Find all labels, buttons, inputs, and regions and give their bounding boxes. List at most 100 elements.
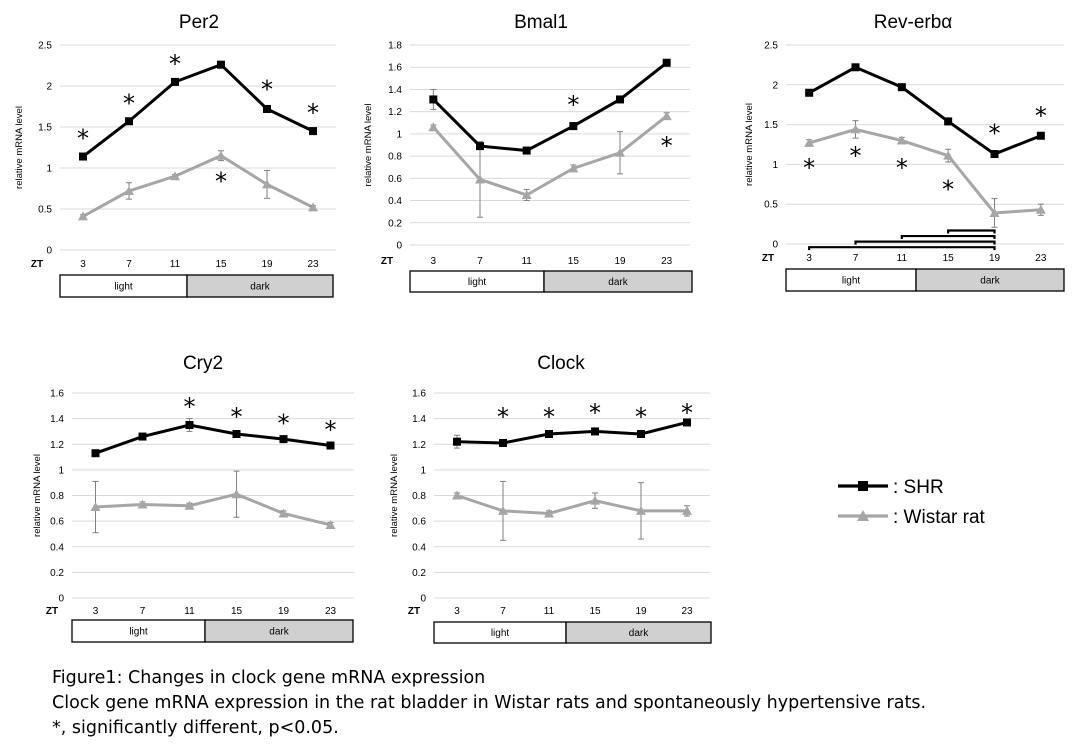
y-tick-label: 1 <box>420 465 426 476</box>
light-phase-label: light <box>842 276 861 287</box>
data-point-shr <box>662 58 671 67</box>
y-tick-label: 0.5 <box>38 205 52 216</box>
y-tick-label: 0 <box>46 246 52 257</box>
x-tick-label: 23 <box>661 256 673 267</box>
data-point-shr <box>79 152 87 161</box>
legend-marker-shr <box>858 481 868 491</box>
data-point-wistar <box>521 190 532 199</box>
light-phase-label: light <box>114 282 133 293</box>
data-point-shr <box>453 437 461 446</box>
x-tick-label: 3 <box>431 256 437 267</box>
y-tick-label: 0.6 <box>412 517 426 528</box>
data-point-shr <box>897 83 906 92</box>
data-point-wistar <box>804 137 815 147</box>
x-tick-label: 15 <box>215 259 227 270</box>
dark-phase-label: dark <box>269 627 289 638</box>
y-tick-label: 1.4 <box>50 414 64 425</box>
data-point-wistar <box>231 489 242 499</box>
x-tick-label: 19 <box>614 256 626 267</box>
x-tick-label: 3 <box>80 259 86 270</box>
data-point-shr <box>232 430 241 438</box>
y-tick-label: 1 <box>772 160 778 171</box>
data-point-shr <box>91 449 100 458</box>
data-point-shr <box>429 95 438 104</box>
data-point-wistar <box>544 508 554 518</box>
y-tick-label: 0 <box>772 240 778 251</box>
x-tick-label: 3 <box>454 606 460 617</box>
x-tick-label: 19 <box>635 606 647 617</box>
significance-asterisk: * <box>567 91 579 119</box>
data-point-wistar <box>184 500 195 510</box>
series-line-wistar <box>808 127 1041 215</box>
y-tick-label: 0.2 <box>412 568 426 579</box>
data-point-wistar <box>475 174 485 184</box>
series-line-shr <box>432 61 668 153</box>
caption-description: Clock gene mRNA expression in the rat bl… <box>52 693 927 713</box>
data-point-wistar <box>615 147 625 157</box>
data-point-wistar <box>325 519 336 529</box>
data-point-wistar <box>989 207 1000 217</box>
chart-title: Bmal1 <box>514 12 568 33</box>
data-point-shr <box>138 432 147 441</box>
x-tick-label: 15 <box>589 606 601 617</box>
data-point-wistar <box>90 502 101 512</box>
legend-label-shr: : SHR <box>893 477 944 498</box>
y-tick-label: 1.4 <box>412 414 426 425</box>
data-point-wistar <box>262 179 272 189</box>
significance-asterisk: * <box>497 403 509 431</box>
data-point-wistar <box>1035 204 1046 214</box>
dark-phase-box <box>186 274 334 298</box>
data-point-wistar <box>308 202 318 212</box>
series-line-shr <box>94 423 331 455</box>
y-axis-label: relative mRNA level <box>389 454 400 537</box>
y-tick-label: 1.5 <box>38 123 52 134</box>
data-point-wistar <box>498 505 508 515</box>
data-point-wistar <box>896 135 907 145</box>
data-point-wistar <box>124 185 134 195</box>
dark-phase-box <box>204 619 354 643</box>
y-tick-label: 1 <box>58 465 64 476</box>
data-point-shr <box>683 418 691 427</box>
significance-asterisk: * <box>278 409 290 437</box>
y-tick-label: 0.6 <box>50 517 64 528</box>
data-point-shr <box>171 77 179 86</box>
chart-clock: Clock 0 0.2 0.4 0.6 0.8 1 1.2 1.4 1.6 relative mRN… <box>389 353 712 644</box>
significance-asterisk: * <box>803 154 815 182</box>
y-tick-label: 0 <box>396 241 402 252</box>
significance-bracket <box>808 246 996 251</box>
chart-title: Rev-erbα <box>874 12 953 33</box>
chart-per2: Per2 0 0.5 1 1.5 2 2.5 relative mRNA level 3 7 11 1… <box>14 12 336 298</box>
significance-asterisk: * <box>681 399 693 427</box>
y-tick-label: 0 <box>420 594 426 605</box>
data-point-wistar <box>428 122 439 132</box>
x-axis-label: ZT <box>762 253 774 264</box>
x-tick-label: 7 <box>500 606 506 617</box>
significance-bracket <box>947 229 996 234</box>
significance-asterisk: * <box>589 399 601 427</box>
data-point-wistar <box>636 505 646 515</box>
data-point-shr <box>1036 131 1045 140</box>
x-tick-label: 19 <box>278 606 290 617</box>
significance-bracket <box>854 240 996 245</box>
data-point-shr <box>125 117 133 126</box>
significance-asterisk: * <box>307 99 319 127</box>
significance-asterisk: * <box>231 403 243 431</box>
x-tick-label: 11 <box>184 606 195 617</box>
significance-asterisk: * <box>661 132 673 160</box>
chart-rev-erb: Rev-erbα 0 0.5 1 1.5 2 2.5 relative mRNA level 3… <box>744 12 1065 292</box>
data-point-shr <box>851 63 860 72</box>
x-axis-label: ZT <box>46 606 58 617</box>
data-point-wistar <box>590 495 600 505</box>
x-tick-label: 23 <box>307 259 319 270</box>
y-tick-label: 0.8 <box>388 152 402 163</box>
significance-asterisk: * <box>942 175 954 203</box>
significance-asterisk: * <box>169 50 181 78</box>
series-line-shr <box>456 421 688 445</box>
y-axis-label: relative mRNA level <box>363 104 374 187</box>
significance-asterisk: * <box>989 120 1001 148</box>
y-tick-label: 0.4 <box>412 542 426 553</box>
series-line-wistar <box>456 494 687 515</box>
chart-cry2: Cry2 0 0.2 0.4 0.6 0.8 1 1.2 1.4 1.6 relative mRNA… <box>32 353 354 643</box>
significance-asterisk: * <box>184 393 196 421</box>
